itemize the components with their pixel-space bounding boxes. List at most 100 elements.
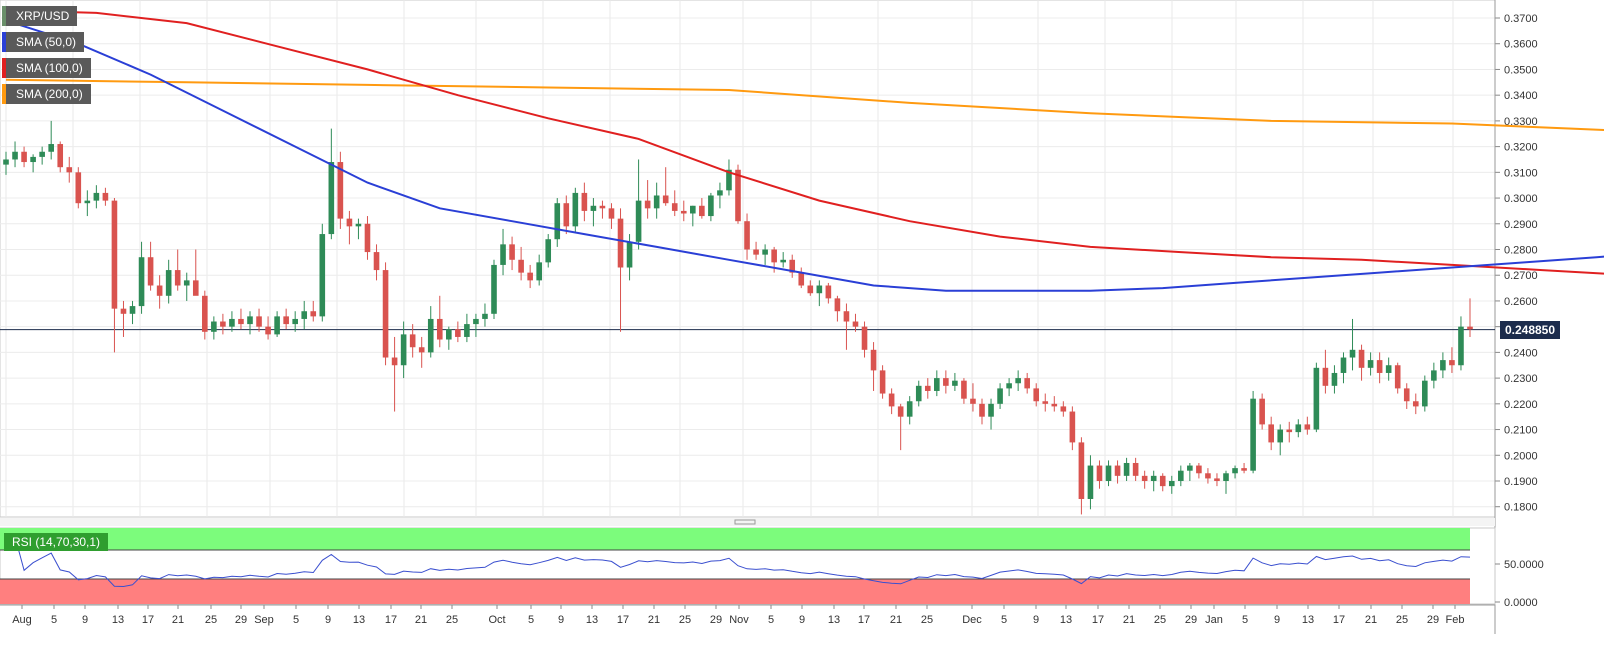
candle-body [355, 223, 362, 227]
x-tick-label: 17 [385, 614, 397, 626]
divider-handle [734, 519, 756, 525]
candle-body [147, 257, 154, 286]
candle-body [1114, 465, 1121, 476]
legend-sma200[interactable]: SMA (200,0) [2, 84, 91, 104]
legend-sma100[interactable]: SMA (100,0) [2, 58, 91, 78]
y-tick-label: 0.2200 [1504, 399, 1538, 411]
x-tick-label: 25 [205, 614, 217, 626]
x-tick-label: 9 [1033, 614, 1039, 626]
y-tick-label: 0.1800 [1504, 502, 1538, 514]
y-tick-label: 0.3600 [1504, 39, 1538, 51]
candle-body [21, 151, 27, 163]
legend-symbol-label: XRP/USD [16, 9, 70, 23]
x-tick-label: 13 [828, 614, 840, 626]
x-tick-label: 13 [353, 614, 365, 626]
x-tick-label: 5 [51, 614, 57, 626]
candle-body [1168, 480, 1175, 487]
candle-body [590, 205, 597, 211]
candle-body [970, 398, 976, 404]
candle-body [717, 190, 723, 196]
candle-body [762, 249, 768, 255]
candle-body [1286, 429, 1293, 433]
candle-body [1123, 462, 1130, 476]
candle-body [1431, 370, 1437, 381]
x-tick-label: 25 [1396, 614, 1408, 626]
candle-body [1458, 326, 1464, 366]
candle-body [690, 205, 696, 214]
candle-body [455, 329, 461, 337]
candle-body [1069, 411, 1076, 443]
legend-sma50-label: SMA (50,0) [16, 35, 77, 49]
candle-body [961, 380, 967, 399]
candle-body [400, 334, 407, 366]
legend-symbol[interactable]: XRP/USD [2, 6, 78, 26]
candle-body [527, 272, 533, 281]
candle-body [75, 172, 82, 204]
candle-body [626, 241, 633, 268]
candle-body [726, 169, 732, 191]
candle-body [373, 252, 380, 271]
candle-body [436, 318, 443, 340]
candle-body [1295, 424, 1302, 433]
candle-body [599, 205, 606, 209]
candle-body [1232, 468, 1238, 474]
candle-body [924, 385, 931, 391]
y-tick-label: 0.2800 [1504, 244, 1538, 256]
y-tick-label: 0.3300 [1504, 116, 1538, 128]
candle-body [680, 210, 687, 214]
x-tick-label: 13 [1302, 614, 1314, 626]
x-tick-label: 29 [710, 614, 722, 626]
candle-body [807, 285, 814, 294]
y-tick-label: 0.2300 [1504, 373, 1538, 385]
candle-body [1277, 429, 1284, 443]
x-tick-label: 9 [325, 614, 331, 626]
candle-body [391, 357, 398, 366]
y-tick-label: 0.2000 [1504, 450, 1538, 462]
candle-body [952, 380, 958, 386]
x-tick-label: Oct [488, 614, 505, 626]
last-price-badge: 0.248850 [1500, 320, 1560, 339]
candle-body [1015, 378, 1021, 384]
candle-body [825, 285, 832, 299]
rsi-label[interactable]: RSI (14,70,30,1) [4, 533, 109, 551]
candle-body [915, 385, 922, 402]
candle-body [1196, 465, 1202, 474]
candle-body [165, 270, 172, 296]
x-tick-label: 9 [799, 614, 805, 626]
candle-body [1440, 360, 1446, 371]
candle-body [780, 259, 786, 263]
x-tick-label: 17 [142, 614, 154, 626]
candle-body [554, 203, 561, 240]
sma50-line [5, 19, 1604, 292]
x-tick-label: 21 [648, 614, 660, 626]
candle-body [1223, 473, 1229, 481]
candle-body [834, 298, 841, 312]
candle-body [581, 192, 588, 211]
candle-body [30, 156, 36, 163]
x-tick-label: 17 [858, 614, 870, 626]
candle-body [1159, 475, 1166, 487]
y-tick-label: 0.3000 [1504, 193, 1538, 205]
candle-body [265, 326, 271, 335]
legend-sma50[interactable]: SMA (50,0) [2, 32, 85, 52]
candle-body [735, 169, 741, 222]
y-tick-label: 0.2100 [1504, 425, 1538, 437]
y-tick-label: 0.3100 [1504, 167, 1538, 179]
candle-body [608, 208, 615, 219]
candle-body [418, 347, 425, 353]
candle-body [1358, 349, 1365, 368]
candle-body [93, 192, 100, 201]
rsi-oversold-zone [0, 579, 1470, 604]
candle-body [1241, 468, 1247, 471]
candle-body [509, 244, 515, 260]
y-tick-label: 0.3700 [1504, 13, 1538, 25]
candle-body [979, 403, 985, 417]
x-tick-label: 25 [446, 614, 458, 626]
candle-body [48, 144, 54, 152]
candle-body [464, 324, 470, 337]
x-tick-label: 9 [558, 614, 564, 626]
candle-body [1313, 367, 1320, 430]
candle-body [1349, 349, 1356, 358]
